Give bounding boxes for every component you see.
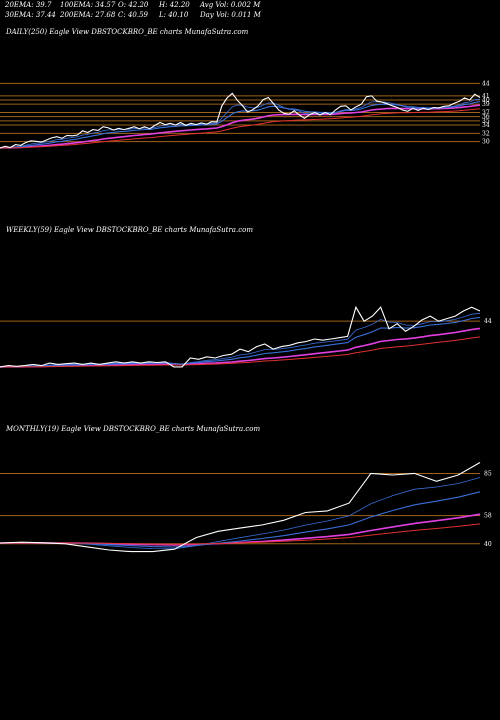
price-line [0, 92, 481, 149]
level-label: 40 [484, 541, 492, 548]
ema-line-red [0, 108, 481, 149]
level-label: 85 [484, 470, 492, 477]
ema200-value: 200EMA: 27.68 [60, 11, 116, 19]
low-value: L: 40.10 [159, 11, 189, 19]
ema-line-magenta [0, 327, 481, 368]
level-label: 44 [482, 80, 490, 87]
ema-line-blue-fast [0, 98, 481, 149]
level-label: 35 [482, 118, 490, 125]
price-line [0, 305, 481, 368]
ema-line-red [0, 523, 481, 545]
open-value: O: 42.20 [118, 1, 149, 9]
ema-line-blue-fast [0, 477, 481, 550]
ema30-value: 30EMA: 37.44 [5, 11, 56, 19]
ema-line-blue [0, 316, 481, 368]
level-label: 41 [482, 93, 490, 100]
level-label: 32 [482, 130, 490, 137]
avg-vol-value: Avg Vol: 0.002 M [200, 1, 261, 9]
price-line [0, 462, 481, 553]
level-label: 58 [484, 513, 492, 520]
weekly-chart-title: WEEKLY(59) Eagle View DBSTOCKBRO_BE char… [6, 226, 253, 234]
ema-line-blue [0, 491, 481, 548]
daily-chart-title: DAILY(250) Eagle View DBSTOCKBRO_BE char… [6, 28, 249, 36]
close-value: C: 40.59 [118, 11, 148, 19]
level-label: 37 [482, 110, 490, 117]
level-label: 44 [484, 318, 492, 325]
level-label: 30 [482, 139, 490, 146]
high-value: H: 42.20 [159, 1, 190, 9]
day-vol-value: Day Vol: 0.011 M [200, 11, 261, 19]
monthly-chart-title: MONTHLY(19) Eagle View DBSTOCKBRO_BE cha… [6, 425, 261, 433]
ema-line-magenta [0, 513, 481, 546]
ema100-value: 100EMA: 34.57 [60, 1, 116, 9]
ema-line-red [0, 336, 481, 368]
level-label: 39 [482, 101, 490, 108]
level-label: 36 [482, 114, 490, 121]
level-label: 40 [482, 97, 490, 104]
ema20-value: 20EMA: 39.7 [5, 1, 52, 9]
level-label: 34 [482, 122, 490, 129]
